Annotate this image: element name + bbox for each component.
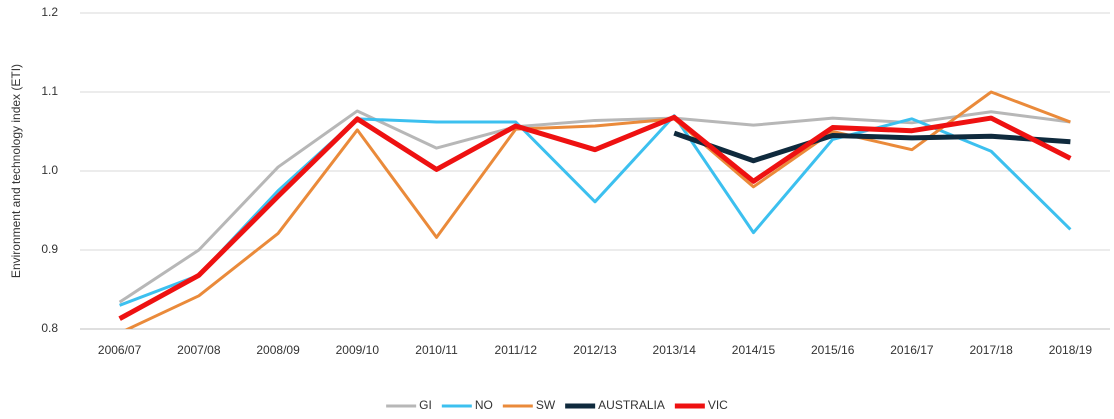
y-tick-label: 1.2: [41, 5, 58, 19]
y-tick-label: 0.8: [41, 321, 58, 335]
x-tick-label: 2007/08: [177, 343, 221, 357]
x-tick-label: 2006/07: [98, 343, 142, 357]
y-tick-label: 1.0: [41, 163, 58, 177]
line-series: [119, 114, 1072, 307]
x-tick-label: 2017/18: [969, 343, 1013, 357]
x-tick-label: 2018/19: [1049, 343, 1093, 357]
x-tick-label: 2016/17: [890, 343, 934, 357]
line-series: [118, 114, 1072, 321]
legend-label: SW: [536, 398, 556, 412]
line-series: [118, 109, 1071, 304]
x-tick-label: 2010/11: [415, 343, 458, 357]
line-series: [673, 130, 1071, 164]
y-tick-label: 0.9: [41, 242, 58, 256]
x-tick-label: 2009/10: [336, 343, 380, 357]
x-tick-label: 2008/09: [256, 343, 300, 357]
y-tick-label: 1.1: [41, 84, 58, 98]
legend-label: NO: [475, 398, 493, 412]
plot-area: [118, 90, 1072, 329]
line-series: [124, 90, 1071, 329]
legend-label: VIC: [708, 398, 728, 412]
x-tick-label: 2015/16: [811, 343, 855, 357]
x-tick-label: 2013/14: [653, 343, 697, 357]
y-axis-label: Environment and technology index (ETI): [9, 64, 23, 278]
legend: GI NO SW AUSTRALIA VIC: [386, 398, 728, 412]
legend-label: AUSTRALIA: [598, 398, 665, 412]
x-tick-label: 2012/13: [573, 343, 617, 357]
x-tick-label: 2011/12: [495, 343, 538, 357]
x-tick-label: 2014/15: [732, 343, 776, 357]
legend-label: GI: [419, 398, 432, 412]
